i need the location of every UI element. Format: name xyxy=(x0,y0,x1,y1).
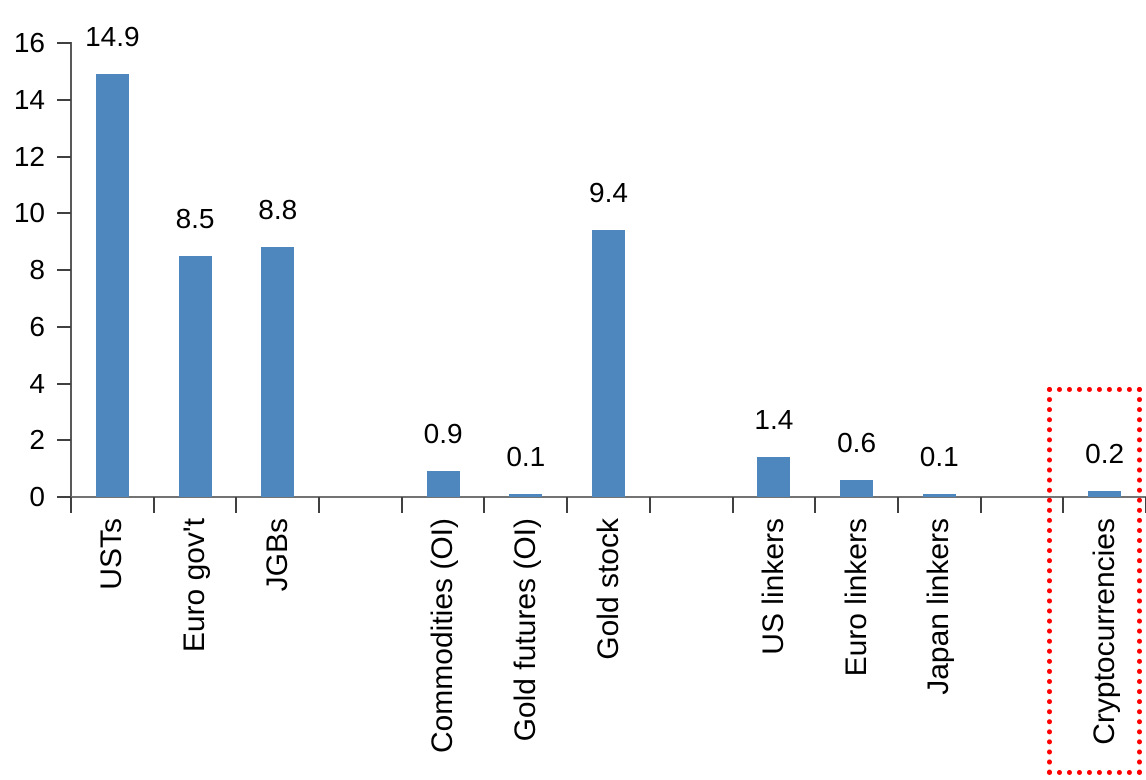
y-axis-tick xyxy=(57,212,71,215)
bar-usts xyxy=(95,74,129,497)
bar-euro-gov-t xyxy=(178,255,212,497)
y-axis-tick xyxy=(57,269,71,271)
x-axis-category-label: US linkers xyxy=(756,518,790,655)
x-axis-tick xyxy=(235,497,238,513)
x-axis-tick xyxy=(70,497,72,513)
x-axis-tick xyxy=(1062,497,1065,513)
y-axis-tick-label: 14 xyxy=(13,83,45,115)
y-axis-tick xyxy=(57,439,71,442)
bar-value-label: 1.4 xyxy=(754,404,794,436)
y-axis-tick-label: 4 xyxy=(29,367,45,399)
x-axis-category-label: Commodities (OI) xyxy=(426,518,460,754)
y-axis-line xyxy=(70,42,72,513)
x-axis-category-label: Euro gov't xyxy=(178,518,212,653)
x-axis-tick xyxy=(731,497,734,513)
x-axis-tick xyxy=(152,497,155,513)
x-axis-category-label: Euro linkers xyxy=(839,518,873,677)
x-axis-tick xyxy=(979,497,982,513)
y-axis-tick-label: 10 xyxy=(13,197,45,229)
y-axis-tick xyxy=(57,98,71,101)
y-axis-tick xyxy=(57,496,71,498)
x-axis-line xyxy=(70,496,1146,498)
bar-value-label: 0.1 xyxy=(919,441,959,473)
bar-value-label: 8.5 xyxy=(175,202,215,234)
x-axis-category-label: JGBs xyxy=(260,518,294,592)
x-axis-tick xyxy=(566,497,569,513)
y-axis-tick-label: 16 xyxy=(13,27,45,58)
bar-value-label: 0.9 xyxy=(423,418,463,450)
x-axis-category-label: USTs xyxy=(95,518,129,590)
y-axis-tick xyxy=(57,42,71,44)
x-axis-category-label: Japan linkers xyxy=(922,518,956,695)
x-axis-tick xyxy=(318,497,321,513)
x-axis-category-label: Gold futures (OI) xyxy=(508,518,542,742)
y-axis-tick xyxy=(57,382,71,385)
y-axis-tick xyxy=(57,155,71,158)
y-axis-tick-label: 8 xyxy=(29,254,45,285)
bar-jgbs xyxy=(261,247,295,497)
x-axis-tick xyxy=(648,497,651,513)
bar-value-label: 0.6 xyxy=(837,426,877,458)
bar-gold-futures-oi xyxy=(509,494,543,497)
bar-euro-linkers xyxy=(840,479,874,497)
bar-value-label: 0.2 xyxy=(1085,438,1125,470)
y-axis-tick-label: 2 xyxy=(29,424,45,456)
bar-cryptocurrencies xyxy=(1088,491,1122,497)
bar-value-label: 14.9 xyxy=(85,21,140,53)
x-axis-tick xyxy=(814,497,817,513)
bar-commodities-oi xyxy=(426,471,460,497)
bar-value-label: 0.1 xyxy=(506,441,546,473)
x-axis-tick xyxy=(896,497,899,513)
x-axis-tick xyxy=(483,497,486,513)
bar-value-label: 9.4 xyxy=(589,177,628,209)
y-axis-tick-label: 12 xyxy=(13,140,45,172)
y-axis-tick xyxy=(57,325,71,328)
bar-us-linkers xyxy=(757,457,791,497)
y-axis-tick-label: 0 xyxy=(29,481,45,512)
x-axis-category-label: Gold stock xyxy=(591,518,625,660)
highlight-box xyxy=(1046,387,1142,775)
bar-value-label: 8.8 xyxy=(258,194,298,226)
y-axis-tick-label: 6 xyxy=(29,310,45,342)
x-axis-tick xyxy=(400,497,403,513)
bar-gold-stock xyxy=(592,230,625,497)
bar-japan-linkers xyxy=(922,494,956,497)
